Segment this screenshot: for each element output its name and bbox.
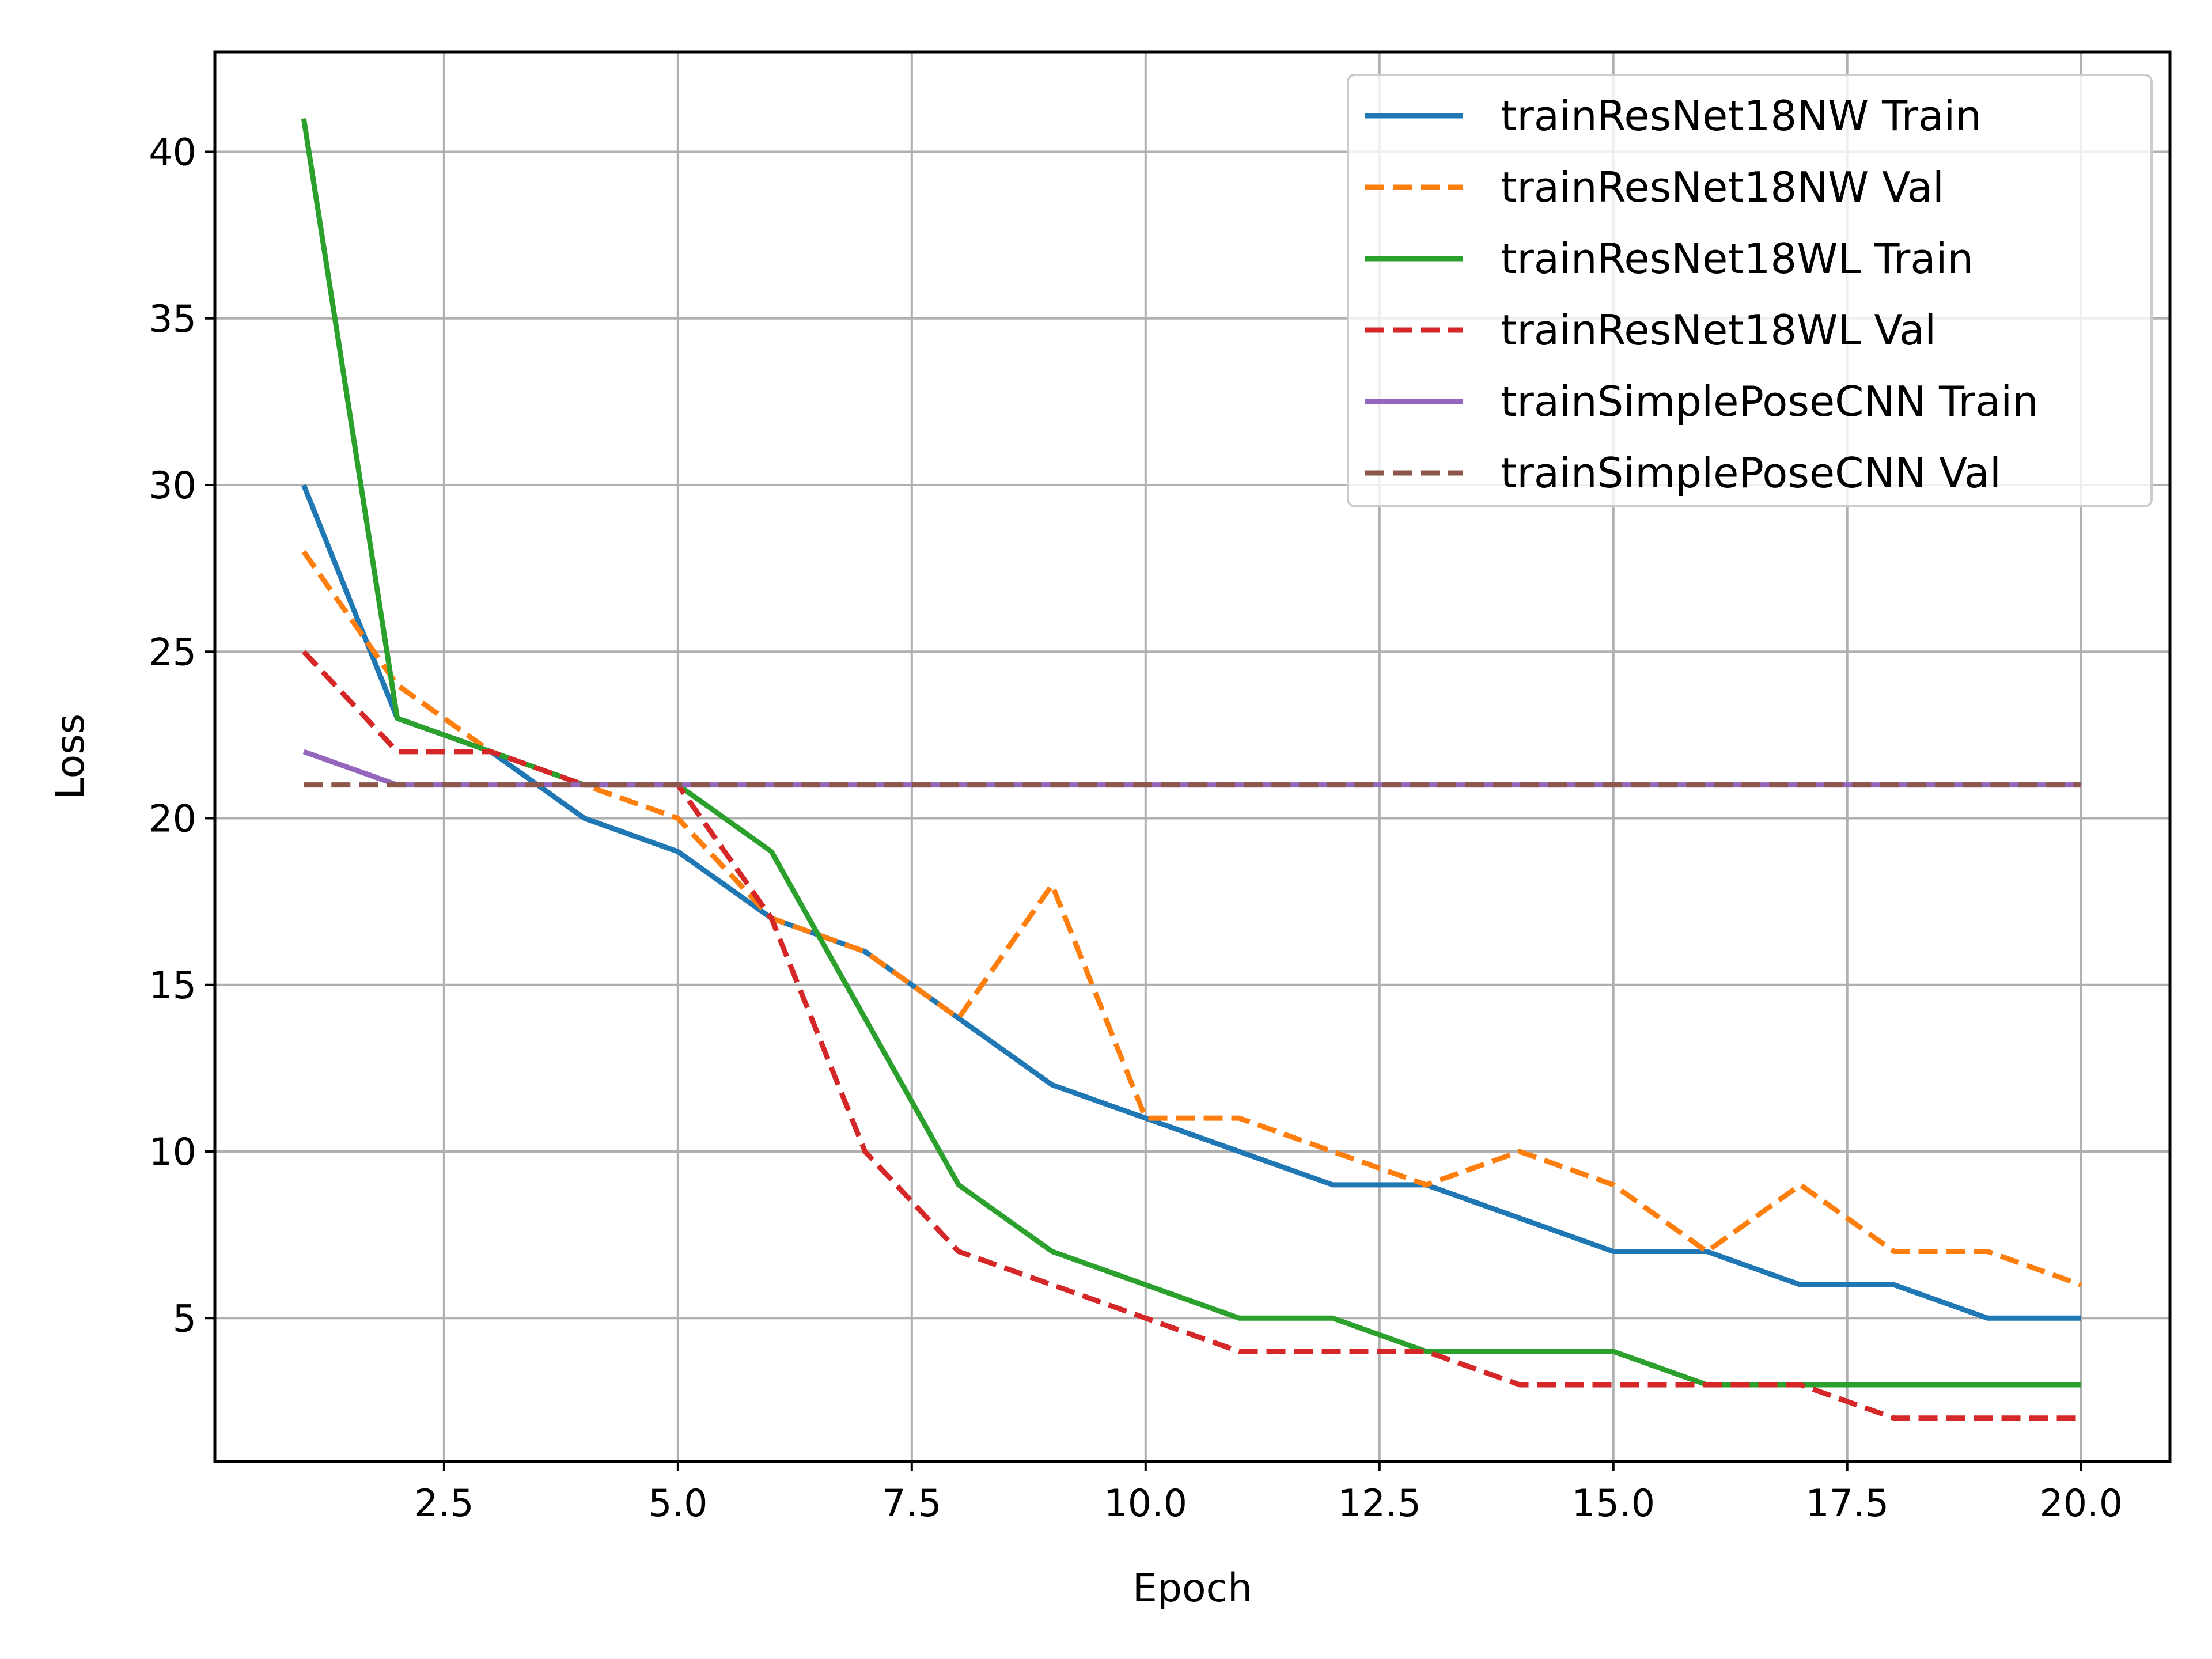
legend-entry-3: trainResNet18WL Train bbox=[1501, 234, 1974, 283]
legend-entry-1: trainResNet18NW Train bbox=[1501, 92, 1982, 140]
y-tick-label: 30 bbox=[149, 464, 196, 507]
axis-ticks: 2.5 5.0 7.5 10.0 12.5 15.0 17.5 20.0 5 10 15 20 25 30… bbox=[149, 131, 2123, 1525]
x-axis-label: Epoch bbox=[1132, 1566, 1252, 1611]
legend-entry-6: trainSimplePoseCNN Val bbox=[1501, 449, 2001, 497]
legend-entry-4: trainResNet18WL Val bbox=[1501, 306, 1936, 354]
x-tick-label: 2.5 bbox=[414, 1482, 474, 1525]
y-axis-label: Loss bbox=[48, 714, 93, 800]
y-tick-label: 5 bbox=[173, 1297, 196, 1340]
legend: trainResNet18NW Train trainResNet18NW Val… bbox=[1347, 74, 2153, 507]
x-tick-label: 5.0 bbox=[648, 1482, 707, 1525]
x-tick-label: 12.5 bbox=[1338, 1482, 1421, 1525]
y-tick-label: 10 bbox=[149, 1131, 196, 1174]
series-line-1 bbox=[301, 484, 2081, 1321]
x-tick-label: 15.0 bbox=[1571, 1482, 1655, 1525]
x-tick-label: 7.5 bbox=[882, 1482, 941, 1525]
x-tick-label: 10.0 bbox=[1104, 1482, 1187, 1525]
legend-box bbox=[1347, 74, 2153, 507]
legend-entry-5: trainSimplePoseCNN Train bbox=[1501, 377, 2039, 426]
y-tick-label: 15 bbox=[149, 964, 196, 1007]
x-tick-label: 17.5 bbox=[1805, 1482, 1889, 1525]
series-line-2 bbox=[301, 550, 2082, 1287]
legend-entry-2: trainResNet18NW Val bbox=[1501, 163, 1944, 211]
y-tick-label: 20 bbox=[149, 798, 196, 841]
y-tick-label: 40 bbox=[149, 131, 196, 175]
plot-frame bbox=[213, 50, 2172, 1463]
y-tick-label: 25 bbox=[149, 631, 196, 674]
series-lines bbox=[301, 118, 2082, 1421]
y-tick-label: 35 bbox=[149, 298, 196, 341]
x-tick-label: 20.0 bbox=[2039, 1482, 2123, 1525]
